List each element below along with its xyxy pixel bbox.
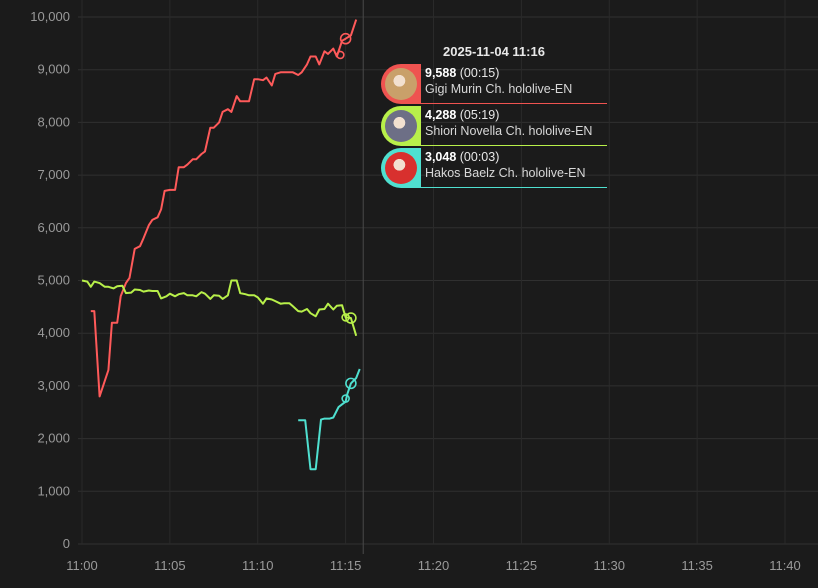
tooltip-timestamp: 2025-11-04 11:16 <box>443 44 545 59</box>
y-tick-label: 6,000 <box>37 220 70 235</box>
tooltip-entry-shiori: 4,288 (05:19) Shiori Novella Ch. hololiv… <box>381 106 607 146</box>
tooltip-entry-info: 3,048 (00:03) Hakos Baelz Ch. hololive-E… <box>421 149 607 188</box>
tooltip-entry-gigi: 9,588 (00:15) Gigi Murin Ch. hololive-EN <box>381 64 607 104</box>
x-tick-label: 11:25 <box>506 558 538 573</box>
avatar <box>385 152 417 184</box>
series-line <box>298 368 361 471</box>
data-point-marker <box>341 313 350 322</box>
stream-duration: (00:15) <box>459 65 500 80</box>
stream-duration: (00:03) <box>459 149 500 164</box>
avatar-frame <box>381 148 421 188</box>
x-tick-label: 11:00 <box>66 558 98 573</box>
chart-tooltip: 2025-11-04 11:16 9,588 (00:15) Gigi Muri… <box>381 40 607 190</box>
tooltip-entry-info: 4,288 (05:19) Shiori Novella Ch. hololiv… <box>421 107 607 146</box>
x-tick-label: 11:10 <box>242 558 274 573</box>
viewer-count: 3,048 <box>425 149 457 164</box>
data-point-marker <box>341 394 350 403</box>
y-tick-label: 10,000 <box>30 9 70 24</box>
x-tick-label: 11:35 <box>681 558 713 573</box>
channel-name: Shiori Novella Ch. hololive-EN <box>425 123 593 138</box>
x-tick-label: 11:40 <box>769 558 801 573</box>
channel-name: Hakos Baelz Ch. hololive-EN <box>425 165 586 180</box>
stream-duration: (05:19) <box>459 107 500 122</box>
y-tick-label: 9,000 <box>37 62 70 77</box>
x-tick-label: 11:20 <box>418 558 450 573</box>
series-line <box>81 279 358 337</box>
series-line <box>90 19 358 398</box>
viewer-count: 9,588 <box>425 65 457 80</box>
data-point-marker <box>339 32 352 45</box>
tooltip-entry-baelz: 3,048 (00:03) Hakos Baelz Ch. hololive-E… <box>381 148 607 188</box>
x-tick-label: 11:15 <box>330 558 362 573</box>
data-point-marker <box>336 50 345 60</box>
data-point-marker <box>345 377 357 390</box>
y-tick-label: 7,000 <box>37 167 70 182</box>
y-tick-label: 2,000 <box>37 431 70 446</box>
channel-name: Gigi Murin Ch. hololive-EN <box>425 81 573 96</box>
y-tick-label: 8,000 <box>37 114 70 129</box>
avatar-frame <box>381 64 421 104</box>
avatar <box>385 110 417 142</box>
y-tick-label: 5,000 <box>37 273 70 288</box>
x-tick-label: 11:05 <box>154 558 186 573</box>
viewer-count: 4,288 <box>425 107 457 122</box>
avatar-frame <box>381 106 421 146</box>
y-tick-label: 3,000 <box>37 378 70 393</box>
y-tick-label: 0 <box>63 536 70 551</box>
y-tick-label: 1,000 <box>37 483 70 498</box>
tooltip-entry-info: 9,588 (00:15) Gigi Murin Ch. hololive-EN <box>421 65 607 104</box>
y-tick-label: 4,000 <box>37 325 70 340</box>
x-tick-label: 11:30 <box>593 558 625 573</box>
data-point-marker <box>345 312 357 324</box>
avatar <box>385 68 417 100</box>
